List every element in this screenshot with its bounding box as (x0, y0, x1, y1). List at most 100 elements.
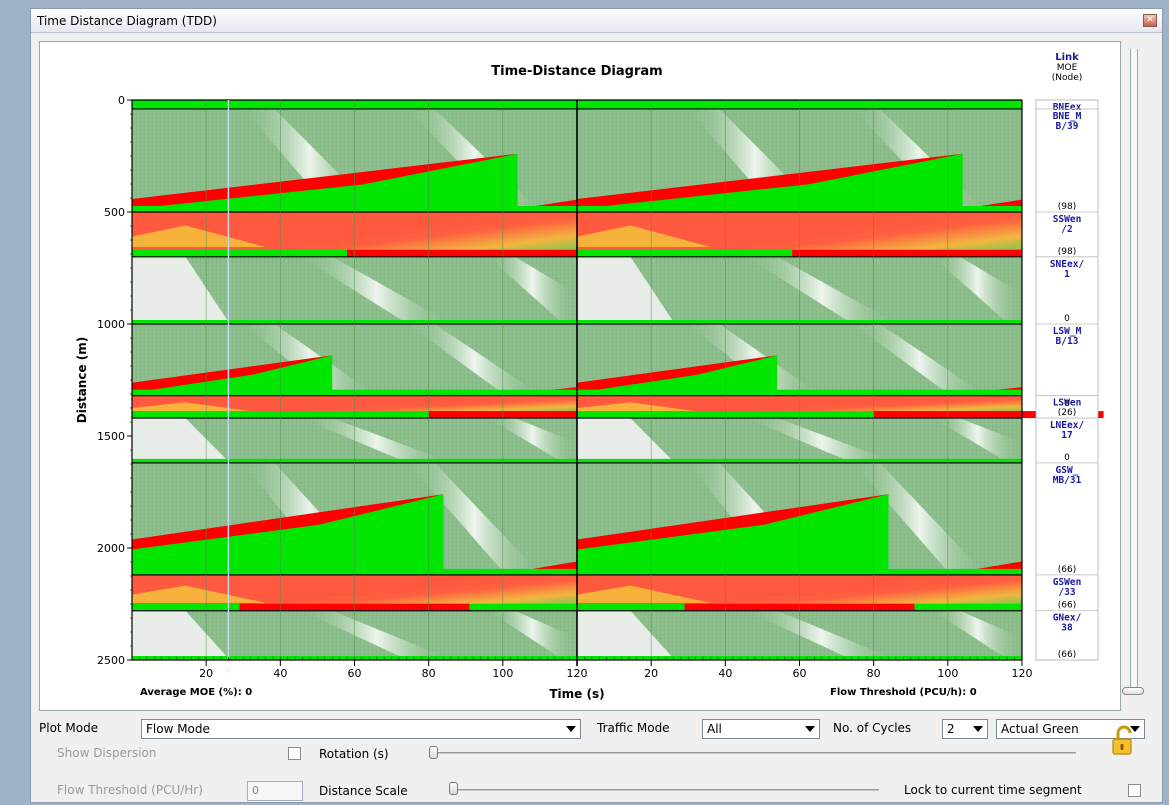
window-titlebar: Time Distance Diagram (TDD) (31, 9, 1162, 33)
queue-red-wedge (577, 355, 778, 393)
diagram-panel: Time-Distance Diagram 0 500 1000 1500 2000 250… (39, 41, 1121, 711)
plot-mode-select[interactable]: Flow Mode (141, 719, 581, 739)
side-header-text: MOE (1057, 63, 1078, 73)
link-name-label: 38 (1061, 623, 1073, 634)
x-tick-label: 120 (567, 667, 588, 680)
main-dispersion-band (852, 324, 987, 396)
entry-dispersion-fan (287, 576, 577, 605)
window-title: Time Distance Diagram (TDD) (37, 13, 217, 28)
flow-threshold-input[interactable]: 0 (247, 781, 303, 801)
exit-dispersion-band (746, 256, 898, 324)
exit-dispersion-band (301, 256, 453, 324)
entry-red-phase (428, 411, 659, 419)
x-tick-label: 20 (199, 667, 213, 680)
link-moe-value: (66) (1058, 601, 1076, 611)
side-header-text: (Node) (1052, 73, 1083, 83)
exit-dispersion-wedge (132, 610, 230, 660)
exit-dispersion-wedge (577, 418, 675, 463)
link-name-label: 17 (1061, 430, 1072, 441)
entry-red-phase (873, 411, 1104, 419)
chevron-down-icon (805, 726, 815, 732)
exit-dispersion-wedge (577, 256, 675, 324)
y-tick-label: 2000 (97, 542, 125, 555)
exit-dispersion-wedge (577, 610, 675, 660)
y-tick-label: 500 (104, 206, 125, 219)
link-name-label: BNEex (1053, 102, 1082, 113)
x-tick-label: 120 (1012, 667, 1033, 680)
unlocked-padlock-icon[interactable] (1111, 725, 1137, 757)
entry-dispersion-wedge (577, 225, 711, 247)
entry-dispersion-fan (732, 576, 1022, 605)
x-tick-label: 20 (644, 667, 658, 680)
x-axis-label: Time (s) (549, 687, 604, 701)
link-moe-value: (98) (1058, 202, 1076, 212)
main-dispersion-band (852, 462, 987, 575)
link-side-panel (1035, 99, 1099, 661)
queue-discharge-green (577, 494, 889, 575)
lock-time-segment-label: Lock to current time segment (904, 783, 1082, 797)
rotation-slider-handle[interactable] (429, 746, 438, 759)
cycles-select[interactable]: 2 (942, 719, 988, 739)
link-name-label: GNex/ (1053, 613, 1082, 624)
main-dispersion-band (407, 324, 542, 396)
show-dispersion-checkbox[interactable] (288, 747, 301, 760)
link-name-label: /2 (1061, 224, 1072, 235)
link-name-label: B/39 (1056, 121, 1079, 132)
plot-mode-label: Plot Mode (39, 721, 99, 735)
link-name-label: /33 (1058, 587, 1075, 598)
cycles-label: No. of Cycles (833, 721, 912, 735)
time-distance-chart: Time-Distance Diagram0500100015002000250… (75, 52, 1104, 701)
queue-red-wedge (132, 494, 444, 550)
distance-scale-label: Distance Scale (319, 784, 408, 798)
link-band-5 (132, 395, 1104, 419)
tdd-window: Time Distance Diagram (TDD) ✕ (30, 8, 1163, 803)
link-moe-value: (98) (1058, 247, 1076, 257)
main-dispersion-band (407, 462, 542, 575)
link-name-label: LSW_M (1053, 326, 1082, 337)
flow-threshold-readout: Flow Threshold (PCU/h): 0 (830, 687, 977, 698)
entry-dispersion-fan (287, 397, 577, 413)
entry-dispersion-fan (287, 214, 577, 251)
entry-red-phase (792, 249, 1022, 257)
traffic-mode-select[interactable]: All (702, 719, 820, 739)
entry-dispersion-wedge (132, 402, 266, 414)
link-name-label: BNE_M (1053, 111, 1082, 122)
distance-scale-slider-handle[interactable] (449, 782, 458, 795)
lock-time-segment-checkbox[interactable] (1128, 784, 1141, 797)
link-moe-value: 0 (1064, 314, 1070, 324)
link-name-label: SSWen (1053, 214, 1082, 225)
exit-dispersion-band (933, 610, 1022, 660)
green-mode-select[interactable]: Actual Green (996, 719, 1145, 739)
entry-dispersion-wedge (132, 585, 266, 603)
rotation-slider-track[interactable] (431, 752, 1076, 754)
green-mode-value: Actual Green (1001, 722, 1079, 736)
x-tick-label: 80 (422, 667, 436, 680)
link-name-label: MB/31 (1053, 475, 1082, 486)
link-moe-value: (66) (1058, 650, 1076, 660)
close-button[interactable]: ✕ (1143, 14, 1157, 27)
vertical-scrollbar[interactable] (1130, 49, 1138, 689)
queue-discharge-green (132, 494, 444, 575)
distance-scale-slider-track[interactable] (451, 789, 879, 791)
show-dispersion-label: Show Dispersion (57, 746, 157, 760)
y-tick-label: 2500 (97, 654, 125, 667)
vertical-scrollbar-thumb[interactable] (1122, 687, 1144, 695)
queue-red-wedge (577, 153, 963, 210)
y-tick-label: 1500 (97, 430, 125, 443)
side-header-text: Link (1055, 52, 1079, 63)
link-moe-value: 0 (1064, 399, 1070, 409)
exit-dispersion-wedge (132, 418, 230, 463)
link-moe-value: (26) (1058, 408, 1076, 418)
x-tick-label: 60 (793, 667, 807, 680)
exit-dispersion-band (488, 610, 577, 660)
exit-dispersion-band (488, 256, 577, 324)
x-tick-label: 80 (867, 667, 881, 680)
link-name-label: SNEex/ (1050, 259, 1085, 270)
link-name-label: 1 (1064, 269, 1070, 280)
exit-dispersion-band (301, 610, 453, 660)
entry-dispersion-wedge (577, 585, 711, 603)
queue-red-wedge (577, 494, 889, 550)
x-tick-label: 100 (492, 667, 513, 680)
link-name-label: LSWen (1053, 398, 1082, 409)
entry-dispersion-fan (732, 397, 1022, 413)
